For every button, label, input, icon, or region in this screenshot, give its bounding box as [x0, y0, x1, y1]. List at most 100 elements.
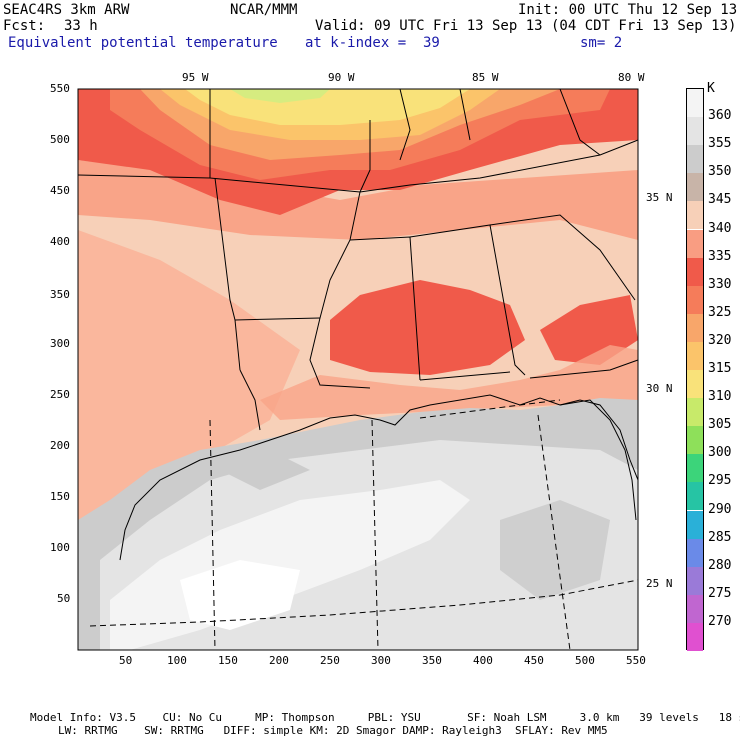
forecast-hours: 33 h [64, 18, 98, 34]
theta-e-330-region [78, 89, 638, 215]
theta-e-335-region [78, 160, 638, 240]
x-tick: 200 [269, 654, 289, 667]
colorbar-swatch [687, 454, 703, 483]
colorbar-swatch [687, 257, 703, 286]
valid-time: Valid: 09 UTC Fri 13 Sep 13 (04 CDT Fri … [315, 18, 737, 34]
theta-e-335-blob [260, 345, 638, 420]
y-tick: 100 [50, 541, 70, 554]
y-tick: 250 [50, 388, 70, 401]
gulf-355-region [100, 440, 638, 650]
gulf-coastline [119, 394, 638, 561]
colorbar-swatch [687, 566, 703, 595]
colorbar-label: 345 [708, 192, 732, 208]
colorbar-swatch [687, 173, 703, 202]
forecast-label: Fcst: [3, 18, 46, 34]
y-tick: 200 [50, 439, 70, 452]
colorbar-label: 315 [708, 361, 732, 376]
theta-e-310-region [185, 89, 470, 125]
lon-label: 85 W [472, 71, 499, 84]
x-tick: 100 [167, 654, 187, 667]
colorbar-label: 360 [708, 108, 732, 124]
colorbar-label: 300 [708, 445, 732, 461]
smoothing-info: sm= 2 [580, 35, 623, 51]
colorbar-label: 290 [708, 501, 732, 517]
level-info: at k-index = 39 [305, 35, 440, 51]
y-tick: 400 [50, 235, 70, 248]
lat-label: 25 N [646, 577, 673, 590]
x-tick: 350 [422, 654, 442, 667]
model-info-line1: Model Info: V3.5 CU: No Cu MP: Thompson … [30, 711, 740, 724]
y-tick: 500 [50, 133, 70, 146]
map-frame [77, 88, 639, 651]
x-tick: 550 [626, 654, 646, 667]
colorbar-labels: 360 355 350 345 340 335 330 325 320 315 310 305 300 2… [708, 88, 738, 650]
colorbar-swatch [687, 89, 703, 118]
colorbar-label: 295 [708, 473, 732, 489]
gulf-360-core [180, 560, 300, 630]
model-title: SEAC4RS 3km ARW [3, 2, 130, 18]
colorbar [686, 88, 704, 651]
colorbar-label: 285 [708, 529, 732, 545]
colorbar-label: 340 [708, 220, 732, 236]
y-tick: 550 [50, 82, 70, 95]
colorbar-swatch [687, 145, 703, 174]
colorbar-label: 350 [708, 164, 732, 180]
colorbar-label: 305 [708, 417, 732, 433]
colorbar-label: 320 [708, 332, 732, 348]
colorbar-swatch [687, 482, 703, 511]
y-tick: 150 [50, 490, 70, 503]
lon-label: 80 W [618, 71, 645, 84]
x-tick: 450 [524, 654, 544, 667]
colorbar-swatch [687, 201, 703, 230]
model-info-line2: LW: RRTMG SW: RRTMG DIFF: simple KM: 2D … [58, 724, 608, 737]
y-tick: 50 [57, 592, 71, 605]
graticule [89, 399, 638, 650]
x-tick: 50 [119, 654, 133, 667]
x-tick: 500 [575, 654, 595, 667]
y-tick: 350 [50, 288, 70, 301]
theta-e-330-blob [540, 295, 638, 365]
init-time: Init: 00 UTC Thu 12 Sep 13 [518, 2, 738, 18]
colorbar-swatch [687, 594, 703, 623]
colorbar-swatch [687, 426, 703, 455]
state-boundaries [78, 89, 638, 431]
colorbar-swatch [687, 313, 703, 342]
colorbar-swatch [687, 285, 703, 314]
x-tick: 300 [371, 654, 391, 667]
theta-e-305-region [230, 89, 330, 103]
colorbar-swatch [687, 510, 703, 539]
theta-e-320-region [140, 89, 560, 160]
gulf-350-region [78, 398, 638, 650]
gulf-360-region [110, 480, 470, 650]
lat-label: 30 N [646, 382, 673, 395]
gulf-350-patch [220, 455, 310, 490]
colorbar-label: 310 [708, 389, 732, 405]
theta-e-335-region [78, 230, 300, 560]
organization: NCAR/MMM [230, 2, 298, 18]
colorbar-label: 280 [708, 557, 732, 573]
colorbar-unit: K [707, 81, 715, 96]
gulf-350-patch [500, 500, 610, 600]
lon-label: 90 W [328, 71, 355, 84]
colorbar-swatch [687, 622, 703, 651]
colorbar-label: 330 [708, 276, 732, 292]
colorbar-label: 335 [708, 248, 732, 264]
field-name: Equivalent potential temperature [8, 35, 278, 51]
colorbar-swatch [687, 341, 703, 370]
colorbar-swatch [687, 370, 703, 399]
land-region [78, 89, 638, 650]
colorbar-swatch [687, 538, 703, 567]
colorbar-label: 325 [708, 304, 732, 320]
y-tick: 450 [50, 184, 70, 197]
lat-label: 35 N [646, 191, 673, 204]
x-tick: 400 [473, 654, 493, 667]
colorbar-label: 275 [708, 585, 732, 601]
x-tick: 150 [218, 654, 238, 667]
theta-e-315-region [160, 89, 500, 140]
lon-label: 95 W [182, 71, 209, 84]
theta-e-325-region [110, 89, 610, 180]
florida-coast [559, 399, 637, 521]
colorbar-swatch [687, 117, 703, 146]
theta-e-330-blob [330, 280, 525, 375]
